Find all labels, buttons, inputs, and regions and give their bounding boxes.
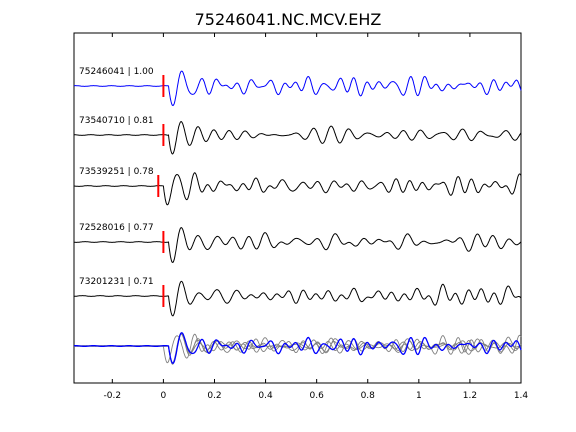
trace-line — [73, 280, 522, 317]
stack-group — [73, 332, 522, 365]
trace-line — [74, 121, 522, 155]
plot-frame — [73, 32, 522, 384]
trace-label: 73539251 | 0.78 — [79, 167, 154, 177]
x-axis-ticks: -0.2 0 0.2 0.4 0.6 0.8 1 1.2 1.4 — [104, 33, 529, 401]
trace-line — [74, 70, 522, 107]
x-tick-label: 0.8 — [361, 391, 376, 401]
trace-label: 73540710 | 0.81 — [79, 116, 154, 126]
trace-line — [73, 172, 522, 206]
x-tick-label: -0.2 — [104, 391, 122, 401]
x-tick-label: 1 — [416, 391, 422, 401]
x-tick-label: 0.2 — [207, 391, 221, 401]
x-tick-label: 0.6 — [309, 391, 324, 401]
traces-group: 75246041 | 1.00 73540710 | 0.81 73539251 |… — [73, 67, 522, 317]
x-tick-label: 1.2 — [463, 391, 477, 401]
x-tick-label: 0 — [161, 391, 167, 401]
x-tick-label: 0.4 — [258, 391, 273, 401]
x-tick-label: 1.4 — [514, 391, 529, 401]
trace-label: 75246041 | 1.00 — [79, 67, 154, 77]
trace-line — [74, 227, 522, 263]
trace-label: 73201231 | 0.71 — [79, 277, 154, 287]
chart-title: 75246041.NC.MCV.EHZ — [195, 10, 382, 29]
trace-label: 72528016 | 0.77 — [79, 223, 154, 233]
stack-trace-line — [74, 332, 522, 365]
